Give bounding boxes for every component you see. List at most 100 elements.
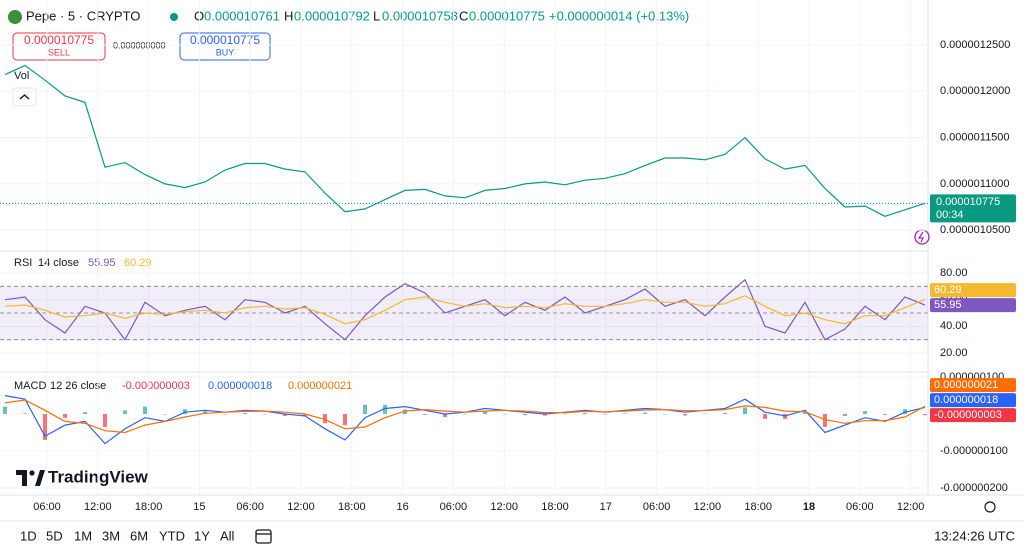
series-line	[4, 64, 926, 217]
histogram-bar	[543, 414, 547, 416]
ohlc-value: 0.000010758	[382, 8, 458, 23]
y-tick-label: 20.00	[940, 347, 968, 359]
sell-label: SELL	[48, 47, 70, 57]
histogram-bar	[423, 414, 427, 415]
series-line	[4, 399, 926, 434]
sell-price: 0.000010775	[24, 33, 94, 47]
histogram-bar	[163, 414, 167, 415]
alert-icon[interactable]	[914, 229, 930, 245]
collapse-button[interactable]	[12, 87, 37, 107]
range-button[interactable]: All	[220, 528, 235, 543]
histogram-bar	[863, 411, 867, 415]
time-label: 18:00	[541, 501, 569, 513]
logo-icon	[16, 470, 27, 486]
y-tick-label: 0.0000012500	[940, 39, 1010, 51]
histogram-bar	[823, 414, 827, 427]
price-box	[930, 194, 1016, 223]
range-button[interactable]: 6M	[130, 528, 148, 543]
histogram-bar	[763, 414, 767, 419]
histogram-bar	[663, 414, 667, 415]
histogram-bar	[643, 412, 647, 415]
time-label: 15	[193, 501, 205, 513]
macd-value: 0.000000018	[208, 380, 272, 392]
symbol[interactable]: Pepe · 5 · CRYPTO	[26, 8, 140, 23]
range-button[interactable]: 1M	[74, 528, 92, 543]
value-box	[930, 378, 1016, 393]
histogram-bar	[443, 414, 447, 417]
histogram-bar	[343, 414, 347, 426]
value-box-label: 55.95	[934, 299, 962, 311]
change: +0.000000014 (+0.13%)	[549, 8, 689, 23]
series-line	[4, 295, 926, 325]
rsi-title: RSI	[14, 257, 32, 269]
y-tick-label: 0.0000011500	[940, 131, 1010, 143]
value-box-label: 0.000000021	[934, 379, 998, 391]
time-label: 16	[396, 501, 408, 513]
range-button[interactable]: 1Y	[194, 528, 210, 543]
histogram-bar	[83, 412, 87, 415]
y-tick-label: 80.00	[940, 267, 968, 279]
value-box	[930, 393, 1016, 408]
histogram-bar	[383, 404, 387, 415]
histogram-bar	[563, 413, 567, 415]
histogram-bar	[843, 414, 847, 416]
histogram-bar	[623, 413, 627, 415]
histogram-bar	[63, 414, 67, 418]
symbol-icon	[8, 10, 22, 24]
histogram-bar	[503, 414, 507, 415]
value-box	[930, 408, 1016, 423]
histogram-bar	[683, 414, 687, 416]
time-label: 12:00	[694, 501, 722, 513]
range-button[interactable]: 3M	[102, 528, 120, 543]
ohlc-label: H	[284, 8, 293, 23]
histogram-bar	[463, 414, 467, 415]
range-button[interactable]: 1D	[20, 528, 37, 543]
range-button[interactable]: 5D	[46, 528, 63, 543]
y-tick-label: -0.000000100	[940, 445, 1008, 457]
histogram-bar	[523, 414, 527, 416]
y-tick-label: 40.00	[940, 320, 968, 332]
y-tick-label: 0.0000010500	[940, 224, 1010, 236]
ohlc-label: L	[373, 8, 380, 23]
settings-icon[interactable]	[984, 501, 996, 513]
sell-button[interactable]	[12, 32, 106, 61]
time-label: 18:00	[338, 501, 366, 513]
macd-params: 12 26 close	[50, 380, 106, 392]
histogram-bar	[743, 407, 747, 415]
macd-signal-value: 0.000000021	[288, 380, 352, 392]
ohlc-value: 0.000010792	[294, 8, 370, 23]
time-label: 12:00	[897, 501, 925, 513]
value-box-label: 0.000000018	[934, 394, 998, 406]
histogram-bar	[243, 412, 247, 415]
histogram-bar	[703, 413, 707, 415]
logo-icon	[29, 470, 35, 476]
histogram-bar	[203, 411, 207, 415]
histogram-bar	[263, 414, 267, 415]
histogram-bar	[323, 414, 327, 424]
histogram-bar	[223, 414, 227, 415]
buy-label: BUY	[216, 47, 235, 57]
y-tick-label: -0.000000200	[940, 482, 1008, 494]
buy-button[interactable]	[179, 32, 271, 61]
rsi-ma-value: 60.29	[124, 257, 152, 269]
histogram-bar	[363, 404, 367, 415]
buy-price: 0.000010775	[190, 33, 260, 47]
ohlc-value: 0.000010775	[469, 8, 545, 23]
alert-icon-glyph	[917, 231, 924, 243]
histogram-bar	[123, 410, 127, 415]
range-button[interactable]: YTD	[159, 528, 185, 543]
time-label: 12:00	[84, 501, 112, 513]
calendar-icon[interactable]	[255, 529, 272, 544]
histogram-bar	[283, 414, 287, 416]
time-label: 17	[600, 501, 612, 513]
value-box-label: -0.000000003	[934, 409, 1002, 421]
histogram-bar	[303, 414, 307, 416]
histogram-bar	[3, 406, 7, 415]
logo-icon	[35, 470, 45, 486]
clock: 13:24:26 UTC	[934, 528, 1015, 543]
histogram-bar	[603, 414, 607, 415]
chevron-icon	[19, 94, 30, 100]
macd-title: MACD	[14, 380, 46, 392]
time-label: 18:00	[744, 501, 772, 513]
